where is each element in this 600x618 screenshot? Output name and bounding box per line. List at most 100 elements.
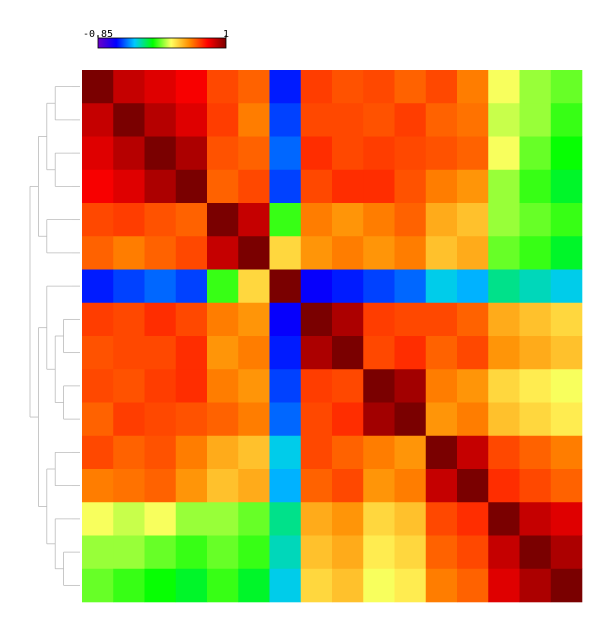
heatmap-cell: [394, 402, 427, 437]
heatmap-cell: [394, 568, 427, 603]
heatmap-cell: [457, 369, 489, 403]
heatmap-cell: [550, 469, 583, 503]
heatmap-cell: [488, 469, 520, 503]
heatmap-cell: [82, 70, 114, 104]
heatmap-cell: [238, 169, 270, 204]
heatmap-cell: [488, 302, 520, 337]
heatmap-cell: [457, 203, 489, 237]
heatmap-cell: [175, 469, 208, 503]
heatmap-cell: [457, 469, 489, 503]
heatmap-cell: [113, 402, 145, 437]
heatmap-cell: [300, 203, 333, 237]
heatmap-cell: [519, 502, 552, 536]
heatmap-cell: [175, 302, 208, 337]
heatmap-cell: [550, 568, 583, 603]
heatmap-cell: [207, 302, 239, 337]
heatmap-cell: [82, 369, 114, 403]
heatmap-cell: [207, 236, 239, 270]
heatmap-cell: [425, 269, 458, 304]
heatmap-cell: [175, 70, 208, 104]
heatmap-cell: [113, 502, 145, 536]
heatmap-cell: [207, 70, 239, 104]
heatmap-cell: [300, 103, 333, 137]
heatmap-cell: [269, 302, 302, 337]
heatmap-cell: [300, 435, 333, 470]
heatmap-cell: [519, 469, 552, 503]
heatmap-cell: [113, 568, 145, 603]
heatmap-cell: [550, 435, 583, 470]
heatmap-cell: [238, 70, 270, 104]
heatmap-cell: [332, 568, 364, 603]
heatmap-cell: [519, 535, 552, 570]
heatmap-cell: [144, 136, 177, 171]
heatmap-cell: [488, 103, 520, 137]
heatmap-cell: [488, 136, 520, 171]
heatmap-cell: [550, 302, 583, 337]
heatmap-cell: [394, 336, 427, 370]
heatmap-cell: [207, 469, 239, 503]
heatmap-cell: [550, 236, 583, 270]
heatmap-cell: [175, 502, 208, 536]
heatmap-cell: [394, 169, 427, 204]
heatmap-cell: [488, 568, 520, 603]
heatmap-cell: [238, 336, 270, 370]
heatmap-cell: [332, 369, 364, 403]
heatmap-cell: [363, 502, 395, 536]
heatmap-cell: [363, 369, 395, 403]
heatmap-cell: [363, 535, 395, 570]
heatmap-cell: [425, 469, 458, 503]
heatmap-cell: [144, 236, 177, 270]
heatmap-cell: [332, 469, 364, 503]
heatmap-cell: [269, 103, 302, 137]
heatmap-cell: [207, 535, 239, 570]
heatmap-cell: [113, 236, 145, 270]
heatmap-cell: [113, 70, 145, 104]
heatmap-cell: [113, 169, 145, 204]
heatmap-cell: [550, 402, 583, 437]
heatmap-cell: [363, 136, 395, 171]
heatmap-cell: [113, 469, 145, 503]
heatmap-cell: [207, 369, 239, 403]
heatmap-cell: [519, 169, 552, 204]
heatmap-cell: [269, 136, 302, 171]
heatmap-cell: [113, 336, 145, 370]
heatmap-cell: [550, 369, 583, 403]
heatmap-cell: [488, 169, 520, 204]
heatmap-cell: [144, 402, 177, 437]
heatmap-cell: [300, 502, 333, 536]
heatmap-cell: [113, 535, 145, 570]
heatmap-cell: [394, 103, 427, 137]
colorbar-tick-label: -0.85: [83, 29, 113, 40]
heatmap-cell: [238, 269, 270, 304]
heatmap-cell: [144, 169, 177, 204]
heatmap-cell: [238, 103, 270, 137]
heatmap-cell: [269, 435, 302, 470]
heatmap-cell: [457, 435, 489, 470]
heatmap-cell: [363, 269, 395, 304]
heatmap-cell: [113, 269, 145, 304]
heatmap-cell: [488, 70, 520, 104]
heatmap-cell: [238, 203, 270, 237]
heatmap-cell: [269, 236, 302, 270]
heatmap-cell: [238, 435, 270, 470]
heatmap-cell: [394, 435, 427, 470]
heatmap-cell: [519, 568, 552, 603]
heatmap-cell: [175, 435, 208, 470]
heatmap-cell: [300, 236, 333, 270]
heatmap-cell: [394, 469, 427, 503]
heatmap-cell: [238, 535, 270, 570]
heatmap-cell: [238, 136, 270, 171]
heatmap-cell: [363, 169, 395, 204]
heatmap-cell: [207, 103, 239, 137]
heatmap-cell: [519, 369, 552, 403]
heatmap-cell: [175, 535, 208, 570]
heatmap-cell: [394, 502, 427, 536]
heatmap-cell: [519, 70, 552, 104]
heatmap-cell: [425, 169, 458, 204]
heatmap-cell: [175, 269, 208, 304]
heatmap-cell: [457, 136, 489, 171]
heatmap-cell: [82, 502, 114, 536]
heatmap-cell: [82, 469, 114, 503]
heatmap-cell: [425, 103, 458, 137]
heatmap-cell: [425, 336, 458, 370]
